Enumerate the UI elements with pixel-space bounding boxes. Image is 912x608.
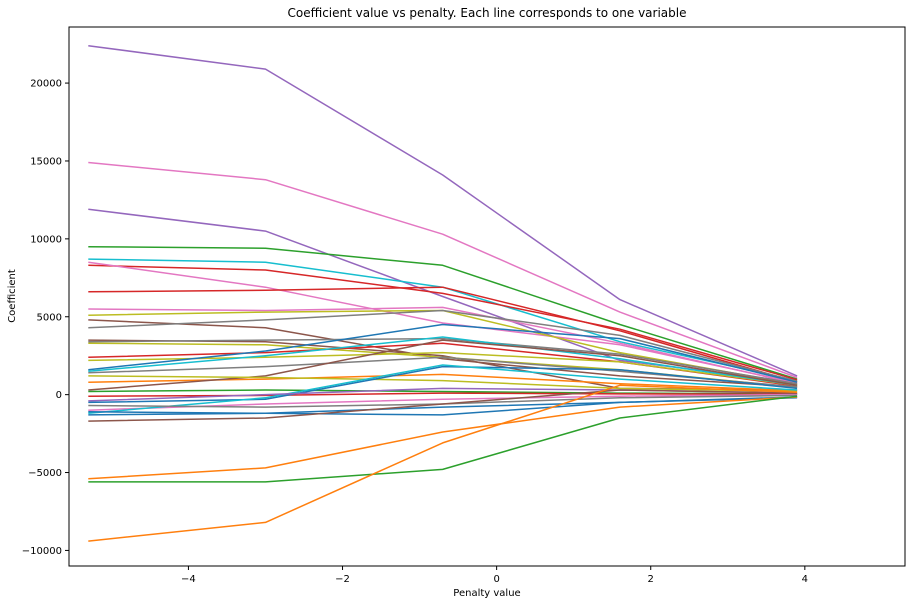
y-tick-label: −10000 bbox=[22, 546, 62, 557]
x-tick-label: 2 bbox=[648, 574, 654, 585]
y-axis: −10000 −5000 0 5000 10000 15000 20000 bbox=[22, 79, 69, 557]
plot-frame bbox=[68, 26, 906, 567]
series-line-19 bbox=[88, 336, 798, 387]
y-tick-label: 15000 bbox=[30, 156, 62, 167]
series-line-36 bbox=[88, 384, 798, 542]
series-line-33 bbox=[88, 389, 798, 422]
y-axis-label: Coefficient bbox=[7, 269, 18, 323]
series-line-22 bbox=[88, 339, 798, 391]
series-line-35 bbox=[88, 395, 798, 483]
series-line-10 bbox=[88, 309, 798, 386]
series-line-9 bbox=[88, 306, 798, 385]
series-line-4 bbox=[88, 245, 798, 380]
series-line-12 bbox=[88, 309, 798, 383]
series-line-11 bbox=[88, 319, 798, 388]
series-line-34 bbox=[88, 396, 798, 480]
series-line-32 bbox=[88, 397, 798, 416]
y-tick-label: 10000 bbox=[30, 234, 62, 245]
series-line-1 bbox=[88, 44, 798, 377]
series-line-8 bbox=[88, 286, 798, 383]
y-tick-label: 5000 bbox=[37, 312, 62, 323]
series-line-14 bbox=[88, 337, 798, 385]
y-tick-label: 20000 bbox=[30, 79, 62, 90]
chart-title: Coefficient value vs penalty. Each line … bbox=[288, 6, 687, 20]
series-line-6 bbox=[88, 264, 798, 381]
x-tick-label: 0 bbox=[493, 574, 499, 585]
series-line-7 bbox=[88, 261, 798, 384]
y-tick-label: −5000 bbox=[28, 468, 62, 479]
series-line-17 bbox=[88, 351, 798, 387]
x-tick-label: −4 bbox=[181, 574, 196, 585]
series-line-2 bbox=[88, 161, 798, 379]
series-line-28 bbox=[88, 364, 798, 415]
y-tick-label: 0 bbox=[56, 390, 62, 401]
series-lines bbox=[88, 44, 798, 542]
x-axis: −4 −2 0 2 4 bbox=[181, 566, 808, 585]
x-tick-label: 4 bbox=[802, 574, 808, 585]
series-line-25 bbox=[88, 392, 798, 397]
series-line-26 bbox=[88, 365, 798, 404]
series-line-23 bbox=[88, 375, 798, 393]
x-tick-label: −2 bbox=[335, 574, 350, 585]
x-axis-label: Penalty value bbox=[453, 588, 520, 599]
series-line-18 bbox=[88, 323, 798, 383]
